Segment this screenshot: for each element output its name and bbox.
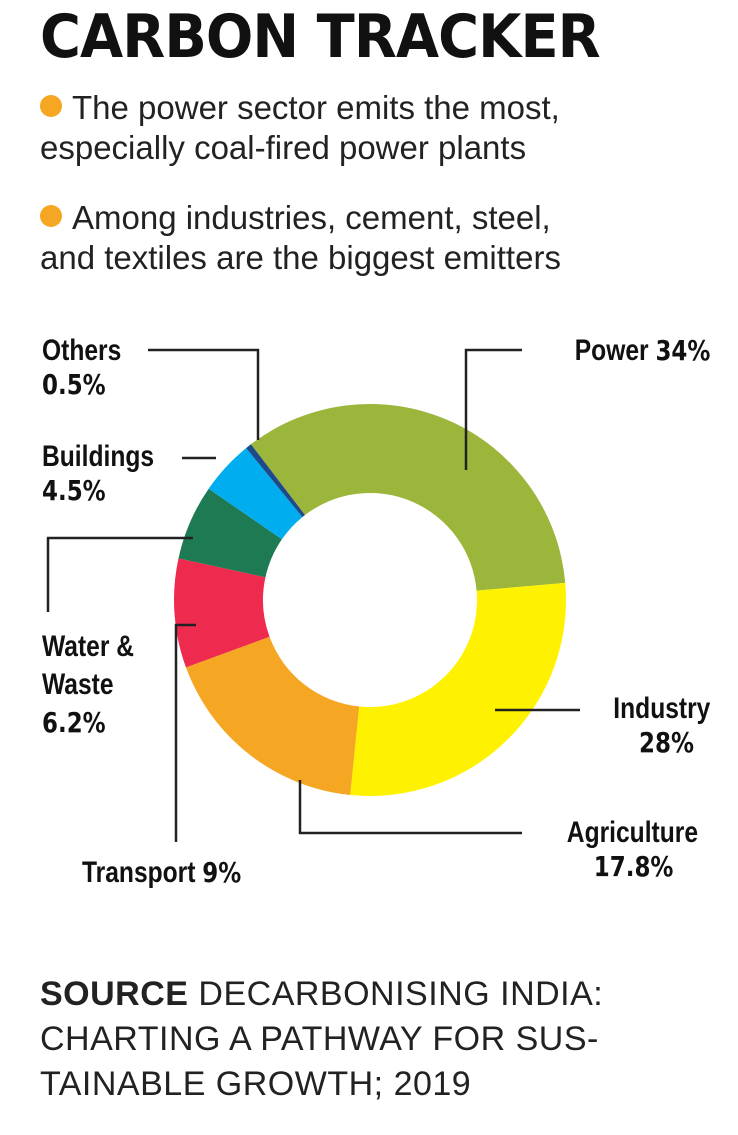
label-industry: Industry 28% (613, 692, 710, 760)
label-industry-name: Industry (612, 692, 710, 725)
label-power-value: 34% (655, 334, 710, 367)
source-line-2: CHARTING A PATHWAY FOR SUS- (40, 1020, 599, 1058)
label-transport-value: 9% (202, 856, 242, 889)
bullet-1: The power sector emits the most, especia… (40, 88, 560, 168)
label-others-name: Others (42, 334, 122, 367)
label-agriculture-value: 17.8% (593, 850, 674, 883)
label-others: Others 0.5% (42, 334, 121, 402)
label-buildings-value: 4.5% (42, 474, 106, 507)
donut-slice-industry (350, 582, 566, 796)
source-note: SOURCE DECARBONISING INDIA: CHARTING A P… (40, 972, 603, 1107)
bullet-dot-icon (40, 205, 62, 227)
bullet-2: Among industries, cement, steel, and tex… (40, 198, 561, 278)
source-line-1: DECARBONISING INDIA: (188, 975, 604, 1013)
leader-line-power (464, 348, 522, 470)
donut-slice-water-waste (178, 488, 282, 578)
source-line-3: TAINABLE GROWTH; 2019 (40, 1065, 472, 1103)
leader-line-water-waste (46, 536, 193, 612)
leader-line-others (148, 348, 260, 440)
label-buildings: Buildings 4.5% (42, 440, 154, 508)
leader-line-agriculture (298, 780, 522, 835)
source-label: SOURCE (40, 975, 189, 1013)
donut-slice-others (246, 444, 306, 518)
label-industry-value: 28% (638, 726, 694, 759)
label-agriculture-name: Agriculture (566, 816, 698, 849)
leader-line-transport (174, 623, 196, 842)
label-transport: Transport 9% (82, 856, 241, 890)
label-power-name: Power (574, 334, 649, 367)
label-power: Power 34% (574, 334, 710, 368)
donut-slice-power (250, 403, 566, 591)
donut-slice-buildings (208, 448, 303, 540)
label-agriculture: Agriculture 17.8% (567, 816, 698, 884)
label-water-waste-name: Water & Waste (42, 630, 135, 701)
bullet-2-line2: and textiles are the biggest emitters (40, 239, 561, 276)
bullet-1-line1: The power sector emits the most, (72, 89, 560, 126)
label-transport-name: Transport (82, 856, 196, 889)
donut-slice-transport (174, 558, 270, 668)
label-buildings-name: Buildings (42, 440, 155, 473)
bullet-1-line2: especially coal-fired power plants (40, 129, 527, 166)
chart-title: CARBON TRACKER (40, 2, 601, 72)
label-others-value: 0.5% (42, 368, 106, 401)
label-water-waste: Water & Waste 6.2% (42, 628, 140, 742)
label-water-waste-value: 6.2% (42, 706, 106, 739)
bullet-dot-icon (40, 95, 62, 117)
bullet-2-line1: Among industries, cement, steel, (72, 199, 551, 236)
donut-slice-agriculture (185, 636, 360, 795)
